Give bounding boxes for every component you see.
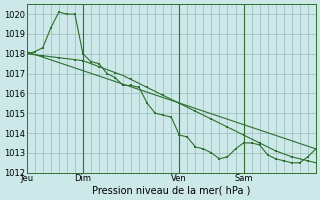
X-axis label: Pression niveau de la mer( hPa ): Pression niveau de la mer( hPa ) xyxy=(92,186,251,196)
